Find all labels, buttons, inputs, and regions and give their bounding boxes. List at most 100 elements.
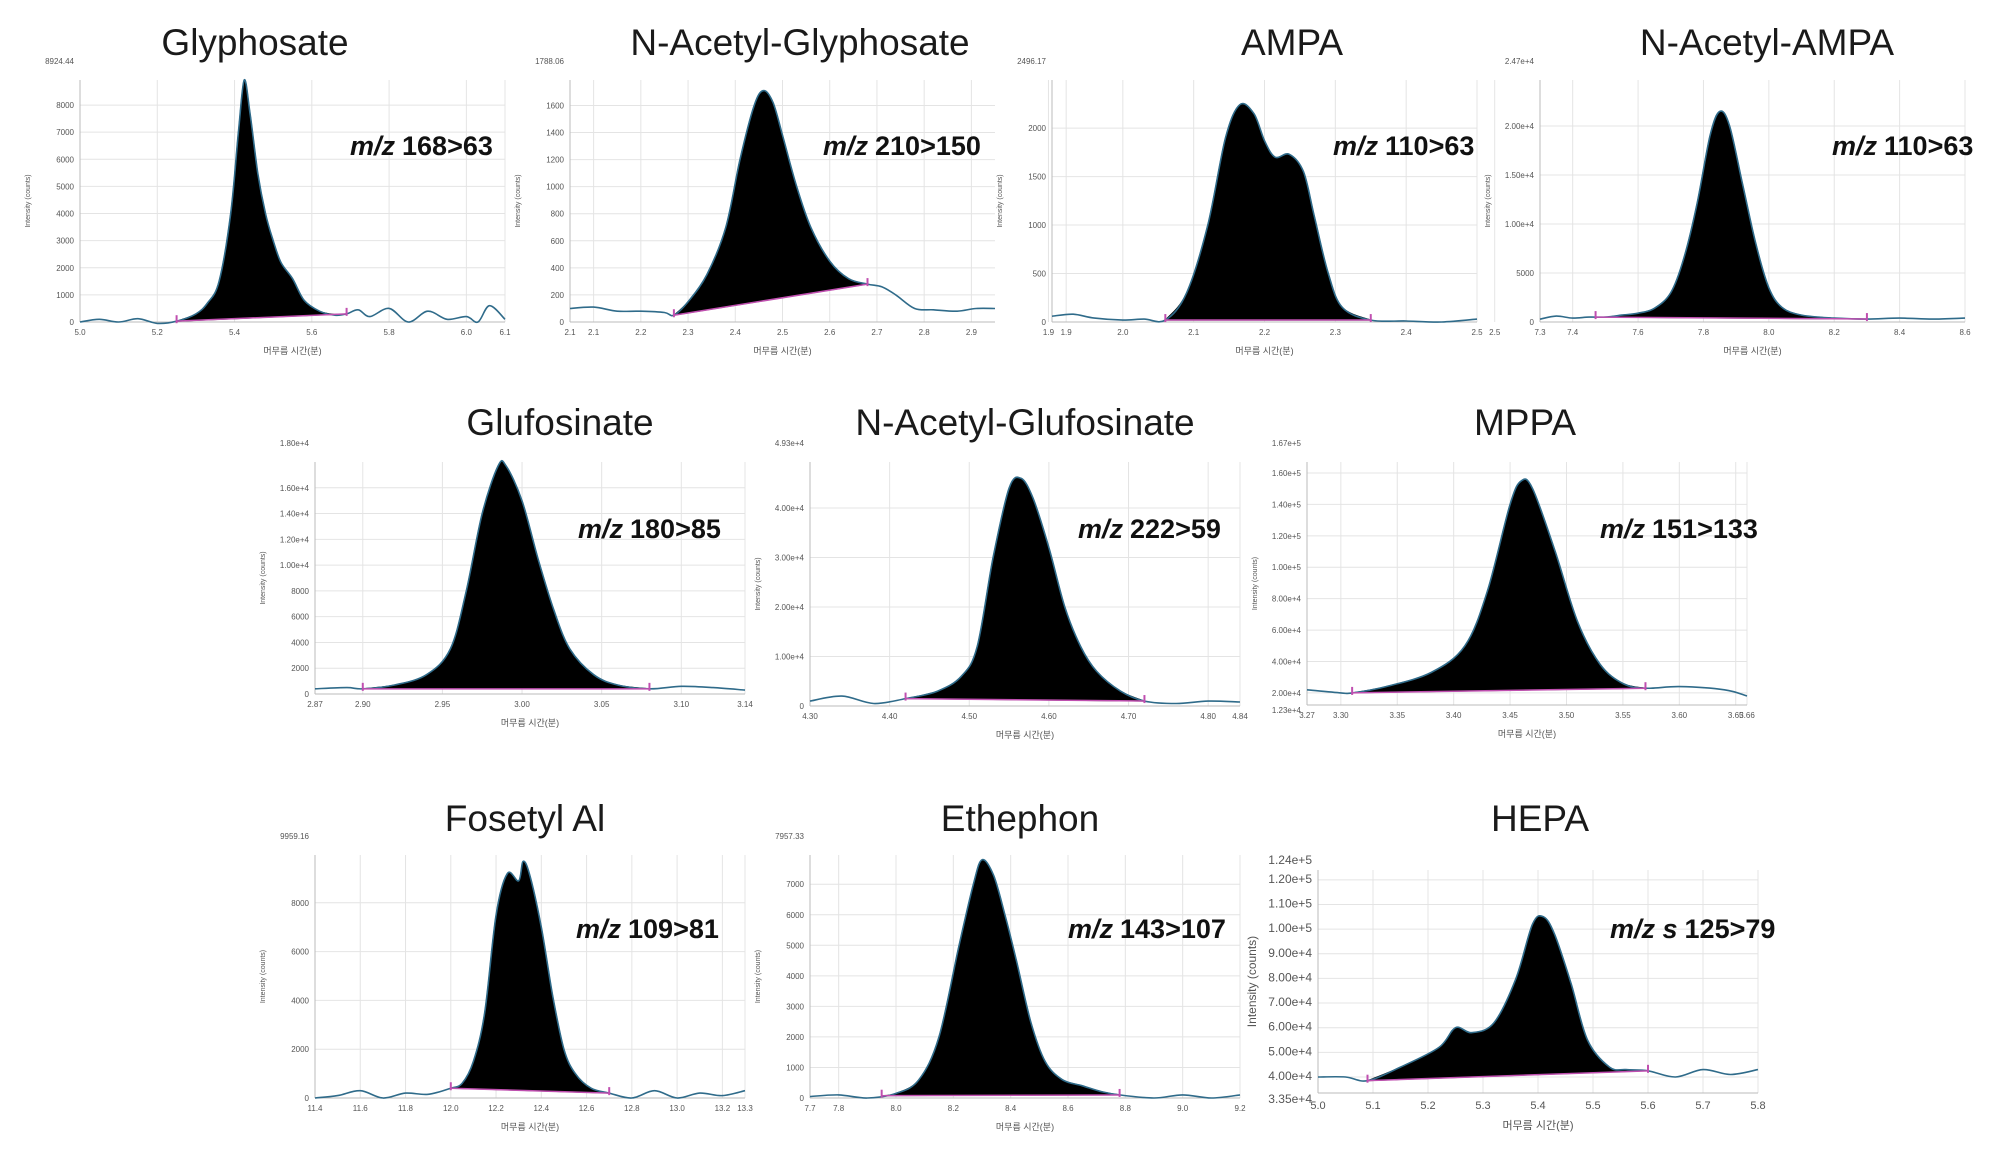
chart-title: Ethephon: [940, 798, 1100, 839]
x-tick-label: 8.6: [1062, 1104, 1074, 1113]
integration-baseline: [450, 1087, 610, 1094]
y-tick-label: 0: [1530, 318, 1535, 327]
transition-prefix: m/z: [1068, 914, 1114, 944]
x-tick-label: 5.0: [74, 328, 86, 337]
x-tick-label: 7.6: [1633, 328, 1645, 337]
transition-value: 109>81: [628, 914, 719, 944]
x-tick-label: 2.5: [1471, 328, 1483, 337]
y-tick-label: 6000: [786, 911, 804, 920]
chart-title: MPPA: [1473, 402, 1577, 443]
x-tick-label: 3.50: [1559, 711, 1575, 720]
transition-value: 168>63: [402, 131, 493, 161]
y-tick-label: 1.50e+4: [1505, 171, 1535, 180]
x-tick-label: 2.1: [1188, 328, 1200, 337]
transition-label: m/z 110>63: [1333, 131, 1474, 161]
x-tick-label: 2.5: [777, 328, 789, 337]
chromatogram-trace: [809, 476, 1241, 705]
x-tick-label: 2.1: [564, 328, 576, 337]
transition-label: m/z s 125>79: [1610, 914, 1775, 944]
chromatogram-trace: [1051, 102, 1478, 323]
integrated-peak-area: [881, 859, 1120, 1097]
y-axis-title: Intensity (counts): [755, 557, 762, 610]
x-tick-label: 6.1: [499, 328, 511, 337]
x-tick-label: 5.6: [1640, 1100, 1655, 1112]
y-axis-title: Intensity (counts): [260, 950, 267, 1003]
chromatogram-trace: [809, 858, 1241, 1099]
x-tick-label: 7.4: [1567, 328, 1579, 337]
y-tick-label: 1.00e+4: [1505, 220, 1535, 229]
transition-value: 110>63: [1385, 131, 1474, 161]
x-tick-label: 7.8: [833, 1104, 845, 1113]
transition-prefix: m/z s: [1610, 914, 1678, 944]
y-tick-label: 1.20e+5: [1272, 532, 1302, 541]
y-tick-label: 1.00e+4: [280, 561, 310, 570]
y-tick-label: 200: [551, 291, 565, 300]
x-tick-label: 12.0: [443, 1104, 459, 1113]
x-tick-label: 2.1: [588, 328, 600, 337]
y-tick-label: 1.20e+4: [280, 535, 310, 544]
y-tick-label: 4000: [291, 638, 309, 647]
x-tick-label: 8.8: [1120, 1104, 1132, 1113]
chart-title: Glyphosate: [161, 22, 349, 63]
y-tick-label: 8.00e+4: [1268, 970, 1312, 984]
x-axis-title: 머무름 시간(분): [996, 1122, 1054, 1132]
x-axis-title: 머무름 시간(분): [1502, 1119, 1573, 1132]
y-tick-label: 2.00e+4: [1272, 689, 1302, 698]
y-min-label: 3.35e+4: [1268, 1092, 1312, 1106]
x-tick-label: 11.4: [308, 1104, 324, 1113]
x-tick-label: 3.40: [1446, 711, 1462, 720]
y-tick-label: 6.00e+4: [1272, 626, 1302, 635]
x-tick-label: 2.3: [682, 328, 694, 337]
chart-title: AMPA: [1240, 22, 1344, 63]
chart-title: Fosetyl Al: [444, 798, 606, 839]
x-tick-label: 5.2: [152, 328, 164, 337]
y-tick-label: 2000: [56, 264, 74, 273]
transition-label: m/z 143>107: [1068, 914, 1226, 944]
integrated-peak-area: [1352, 478, 1646, 694]
integration-baseline: [1367, 1070, 1649, 1082]
y-max-label: 2496.17: [1017, 57, 1046, 66]
y-tick-label: 1.60e+5: [1272, 469, 1302, 478]
y-max-label: 1788.06: [535, 57, 564, 66]
x-tick-label: 7.7: [804, 1104, 816, 1113]
y-axis-title: Intensity (counts): [1485, 174, 1492, 227]
x-tick-label: 3.45: [1502, 711, 1518, 720]
y-tick-label: 1400: [546, 129, 564, 138]
chromatogram-plot: 0 200 400 600 800 1000 1200 1400 1600 1788.06 2.1 2…: [515, 57, 996, 356]
integration-baseline: [673, 283, 868, 316]
x-tick-label: 5.6: [306, 328, 318, 337]
x-axis-title: 머무름 시간(분): [753, 346, 811, 356]
y-tick-label: 1000: [1028, 221, 1046, 230]
transition-prefix: m/z: [350, 131, 396, 161]
chromatogram-plot: 0 2000 4000 6000 8000 1.00e+4 1.20e+4 1.40e+4 1.…: [260, 439, 753, 728]
x-tick-label: 8.4: [1894, 328, 1906, 337]
y-tick-label: 2.00e+4: [775, 603, 805, 612]
chromatogram-plot: 4.00e+4 5.00e+4 6.00e+4 7.00e+4 8.00e+4 9.00e…: [1245, 853, 1775, 1132]
x-tick-label: 1.9: [1061, 328, 1073, 337]
integrated-peak-area: [176, 79, 347, 322]
y-axis-title: Intensity (counts): [1245, 936, 1259, 1027]
x-tick-label: 2.5: [1489, 328, 1501, 337]
y-tick-label: 6000: [291, 613, 309, 622]
y-tick-label: 4.00e+4: [775, 504, 805, 513]
x-tick-label: 3.65: [1728, 711, 1744, 720]
y-axis-title: Intensity (counts): [1252, 557, 1259, 610]
x-tick-label: 5.5: [1585, 1100, 1600, 1112]
chromatogram-plot: 0 500 1000 1500 2000 2496.17 1.9 1.9 2.0 2.1 2.2 2.…: [997, 57, 1501, 356]
x-tick-label: 5.2: [1420, 1100, 1435, 1112]
chart-title: Glufosinate: [466, 402, 654, 443]
chromatogram-plot: 0 1000 2000 3000 4000 5000 6000 7000 8000 8924.44…: [25, 57, 511, 356]
x-axis-title: 머무름 시간(분): [1498, 729, 1556, 739]
y-tick-label: 1.40e+4: [280, 510, 310, 519]
x-tick-label: 1.9: [1043, 328, 1055, 337]
x-tick-label: 8.0: [1763, 328, 1775, 337]
x-tick-label: 11.8: [398, 1104, 414, 1113]
integration-baseline: [881, 1094, 1120, 1097]
x-tick-label: 5.0: [1310, 1100, 1325, 1112]
x-tick-label: 8.0: [890, 1104, 902, 1113]
y-tick-label: 0: [800, 702, 805, 711]
y-tick-label: 4000: [291, 996, 309, 1005]
transition-prefix: m/z: [1600, 514, 1646, 544]
x-tick-label: 8.4: [1005, 1104, 1017, 1113]
y-max-label: 4.93e+4: [775, 439, 805, 448]
